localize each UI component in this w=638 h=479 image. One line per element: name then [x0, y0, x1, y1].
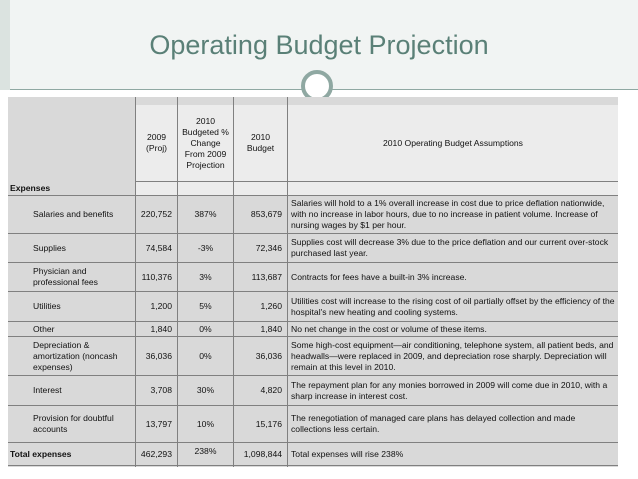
total-label: Total expenses: [10, 448, 72, 459]
cell-2009: 13,797: [145, 418, 172, 429]
grid-line: [8, 405, 618, 406]
row-label: Interest: [33, 385, 62, 395]
cell-assumption: Contracts for fees have a built-in 3% in…: [291, 271, 467, 282]
cell-2009: 110,376: [141, 271, 172, 282]
grid-line: [8, 291, 618, 292]
grid-line: [287, 97, 288, 467]
cell-change: -3%: [197, 242, 214, 253]
grid-line: [8, 465, 618, 466]
cell-assumption: The repayment plan for any monies borrow…: [291, 379, 608, 401]
cell-change: 0%: [199, 323, 212, 334]
cell-change: 3%: [199, 271, 212, 282]
grid-line: [8, 375, 618, 376]
cell-change: 0%: [199, 350, 212, 361]
row-label: Salaries and benefits: [33, 209, 114, 219]
slide-title: Operating Budget Projection: [149, 30, 489, 60]
cell-2010: 72,346: [255, 242, 282, 253]
left-accent-bar: [0, 0, 10, 90]
expenses-spacer: [136, 182, 618, 195]
cell-2009: 74,584: [145, 242, 172, 253]
grid-line: [8, 195, 618, 196]
grid-line: [135, 97, 136, 467]
grid-line: [8, 442, 618, 443]
total-change: 238%: [194, 446, 217, 456]
cell-2009: 3,708: [150, 385, 172, 395]
total-assumption: Total expenses will rise 238%: [291, 448, 404, 459]
cell-2010: 113,687: [251, 271, 282, 282]
circle-ornament-icon: [301, 70, 333, 102]
header-assumptions: 2010 Operating Budget Assumptions: [288, 105, 618, 181]
section-expenses: Expenses: [10, 183, 51, 193]
cell-2010: 36,036: [255, 350, 282, 361]
row-label: Utilities: [33, 301, 61, 311]
cell-assumption: The renegotiation of managed care plans …: [291, 413, 576, 434]
header-2010: 2010 Budget: [234, 105, 287, 181]
grid-line: [233, 97, 234, 467]
grid-line: [177, 97, 178, 467]
cell-2010: 853,679: [250, 209, 282, 219]
budget-table: 2009 (Proj) 2010 Budgeted % Change From …: [8, 97, 618, 467]
row-label: Depreciation & amortization (noncash exp…: [33, 339, 118, 372]
header-change: 2010 Budgeted % Change From 2009 Project…: [178, 105, 233, 181]
cell-2010: 1,840: [260, 323, 282, 334]
row-label: Supplies: [33, 242, 66, 253]
cell-2009: 36,036: [145, 350, 172, 361]
cell-change: 30%: [196, 385, 215, 395]
cell-2010: 15,176: [255, 418, 282, 429]
cell-assumption: Salaries will hold to a 1% overall incre…: [291, 198, 605, 230]
cell-change: 387%: [194, 209, 217, 219]
cell-assumption: Some high-cost equipment—air conditionin…: [291, 339, 614, 372]
grid-line: [8, 321, 618, 322]
row-label: Provision for doubtful accounts: [33, 413, 114, 434]
cell-2010: 4,820: [260, 385, 282, 395]
grid-line: [135, 181, 618, 182]
row-label: Other: [33, 323, 55, 334]
total-2009: 462,293: [140, 448, 172, 459]
cell-2009: 220,752: [140, 209, 172, 219]
cell-assumption: No net change in the cost or volume of t…: [291, 323, 487, 334]
grid-line: [8, 233, 618, 234]
cell-change: 5%: [199, 301, 212, 311]
cell-change: 10%: [196, 418, 215, 429]
total-2010: 1,098,844: [243, 448, 282, 459]
grid-line: [8, 336, 618, 337]
grid-line: [8, 262, 618, 263]
row-label: Physician and professional fees: [33, 266, 98, 287]
cell-assumption: Utilities cost will increase to the risi…: [291, 295, 615, 317]
cell-assumption: Supplies cost will decrease 3% due to th…: [291, 237, 609, 258]
cell-2010: 1,260: [260, 301, 282, 311]
cell-2009: 1,840: [150, 323, 172, 334]
header-2009: 2009 (Proj): [136, 105, 177, 181]
cell-2009: 1,200: [150, 301, 172, 311]
